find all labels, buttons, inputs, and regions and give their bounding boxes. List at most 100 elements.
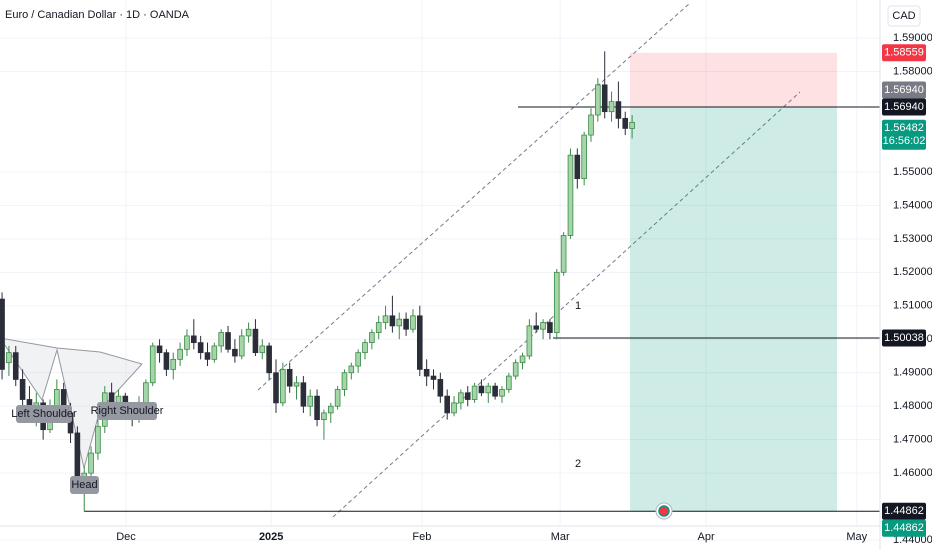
position-tool (630, 52, 837, 512)
candle-body (362, 342, 368, 354)
y-tick-label: 1.59000 (893, 32, 932, 44)
y-tick-label: 1.51000 (893, 300, 932, 312)
price-badge-label: 1.50038 (884, 332, 924, 344)
candle-body (156, 345, 163, 354)
price-badge-label: 1.56482 (884, 122, 924, 134)
candle-body (499, 389, 505, 397)
candle-body (601, 84, 608, 113)
x-tick-label: Feb (412, 531, 431, 543)
candle-body (492, 385, 498, 397)
candle-body (547, 322, 553, 333)
candle-body (218, 332, 224, 347)
candle-body (184, 335, 190, 350)
price-badge (882, 98, 926, 116)
candle-body (95, 425, 101, 454)
grid (0, 0, 880, 541)
candle-body (211, 345, 218, 360)
target-2-label: 2 (575, 458, 581, 470)
candle-body (280, 368, 286, 404)
candle-body (355, 352, 361, 367)
currency-label: CAD (892, 10, 915, 22)
candle-body (581, 134, 587, 180)
candle-body (574, 154, 581, 180)
candle-body (54, 389, 60, 407)
x-tick-label: Dec (116, 531, 136, 543)
candle-body (259, 345, 266, 354)
candle-body (416, 315, 423, 370)
y-tick-label: 1.49000 (893, 367, 932, 379)
candle-body (410, 315, 416, 330)
candle-body (560, 235, 567, 273)
candle-body (204, 352, 211, 360)
candle-body (512, 362, 519, 377)
candle-body (293, 382, 300, 387)
stop-zone (630, 52, 837, 107)
y-tick-label: 1.53000 (893, 233, 932, 245)
countdown-label: 16:56:02 (883, 135, 926, 147)
left-shoulder-label: Left Shoulder (11, 408, 77, 420)
candle-body (170, 358, 177, 370)
y-tick-label: 1.58000 (893, 65, 932, 77)
channel-upper (257, 2, 691, 391)
x-tick-label: May (846, 531, 867, 543)
candle-body (341, 372, 348, 390)
candle-body (163, 352, 170, 370)
price-badge-label: 1.58559 (884, 47, 924, 59)
label-box (97, 402, 157, 420)
candle-body (382, 315, 389, 323)
candle-body (6, 352, 12, 364)
target-zone (630, 106, 837, 512)
candle-body (300, 382, 307, 407)
candle-body (464, 392, 471, 400)
x-tick-label: Mar (551, 531, 570, 543)
candle-body (444, 395, 450, 414)
price-badge-label: 1.44862 (884, 522, 924, 534)
candle-body (266, 345, 272, 374)
price-badge (882, 502, 926, 520)
candle-body (629, 121, 635, 129)
chart-title: Euro / Canadian Dollar · 1D · OANDA (5, 9, 190, 21)
candle-body (519, 355, 526, 364)
candle-body (375, 322, 382, 333)
candle-body (595, 84, 601, 116)
candle-body (615, 101, 622, 119)
candle-body (553, 271, 560, 333)
candles (0, 51, 635, 512)
candle-body (588, 114, 594, 136)
y-tick-label: 1.44000 (893, 534, 932, 546)
candle-body (321, 412, 327, 420)
currency-button[interactable] (887, 5, 921, 27)
candle-body (533, 325, 540, 330)
candle-body (232, 348, 238, 357)
right-shoulder-label: Right Shoulder (91, 405, 164, 417)
candle-body (238, 335, 245, 357)
y-tick-label: 1.54000 (893, 199, 932, 211)
candle-body (334, 389, 341, 407)
price-badge (882, 329, 926, 347)
candle-body (143, 382, 149, 404)
price-badge (882, 519, 926, 537)
head-label: Head (71, 479, 97, 491)
candle-body (526, 325, 533, 357)
candle-body (403, 318, 409, 330)
price-badge-label: 1.44862 (884, 505, 924, 517)
label-box (16, 405, 72, 423)
candle-body (348, 365, 355, 374)
price-badge-label: 1.56940 (884, 101, 924, 113)
candle-body (567, 154, 574, 236)
candle-body (478, 385, 485, 394)
candle-body (430, 375, 437, 380)
candle-body (471, 385, 478, 400)
price-badge (882, 44, 926, 62)
candle-body (191, 335, 197, 344)
channel-lower (332, 91, 801, 518)
candle-body (225, 332, 231, 350)
label-box (70, 476, 99, 494)
y-tick-label: 1.48000 (893, 400, 932, 412)
target-1-label: 1 (575, 300, 581, 312)
candle-body (286, 368, 293, 387)
candle-body (485, 385, 492, 394)
candle-body (307, 395, 314, 407)
